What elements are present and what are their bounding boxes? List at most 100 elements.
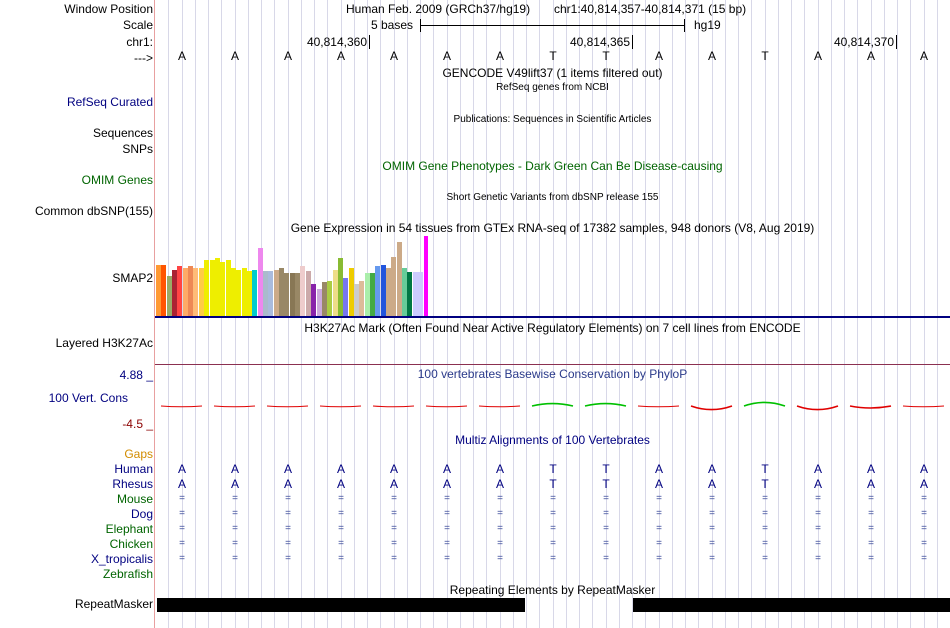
alignment-base: A: [177, 462, 186, 476]
gtex-tissue-bar[interactable]: [402, 268, 407, 316]
gtex-tissue-bar[interactable]: [375, 266, 380, 316]
gtex-tissue-bar[interactable]: [274, 270, 279, 316]
coord-tick-3: [896, 35, 897, 49]
gtex-tissue-bar[interactable]: [397, 242, 402, 316]
gtex-track-title[interactable]: Gene Expression in 54 tissues from GTEx …: [290, 221, 815, 235]
gtex-tissue-bar[interactable]: [172, 270, 177, 316]
alignment-base: =: [868, 538, 874, 549]
gtex-tissue-bar[interactable]: [199, 268, 204, 316]
grid-line: [182, 0, 183, 628]
phylop-track-title[interactable]: 100 vertebrates Basewise Conservation by…: [417, 367, 688, 381]
gtex-tissue-bar[interactable]: [418, 272, 423, 316]
repeat-block-2[interactable]: [633, 598, 950, 612]
species-label-elephant[interactable]: Elephant: [105, 522, 153, 536]
gtex-tissue-bar[interactable]: [161, 265, 166, 316]
species-label-human[interactable]: Human: [114, 462, 153, 476]
gtex-tissue-bar[interactable]: [317, 289, 322, 316]
refseq-track-label[interactable]: RefSeq Curated: [66, 95, 153, 109]
multiz-track-title[interactable]: Multiz Alignments of 100 Vertebrates: [455, 433, 650, 447]
phylop-score-mark: [637, 405, 680, 408]
alignment-base: A: [813, 462, 822, 476]
species-label-x_tropicalis[interactable]: X_tropicalis: [90, 552, 153, 566]
gtex-tissue-bar[interactable]: [391, 257, 396, 316]
gtex-tissue-bar[interactable]: [236, 270, 241, 316]
alignment-base: =: [497, 538, 503, 549]
gtex-tissue-bar[interactable]: [354, 284, 359, 316]
gtex-tissue-bar[interactable]: [210, 260, 215, 316]
omim-track-label[interactable]: OMIM Genes: [81, 173, 153, 187]
gtex-tissue-bar[interactable]: [183, 268, 188, 316]
gtex-gene-label[interactable]: SMAP2: [112, 271, 153, 285]
gtex-tissue-bar[interactable]: [386, 268, 391, 316]
snps-track-label[interactable]: SNPs: [122, 142, 153, 156]
repeat-track-label[interactable]: RepeatMasker: [74, 597, 153, 611]
repeat-track-title[interactable]: Repeating Elements by RepeatMasker: [449, 583, 656, 597]
gaps-track-label[interactable]: Gaps: [124, 447, 153, 461]
gtex-tissue-bar[interactable]: [247, 271, 252, 316]
gtex-tissue-bar[interactable]: [242, 268, 247, 316]
phylop-score-mark: [213, 405, 256, 408]
gtex-tissue-bar[interactable]: [284, 273, 289, 316]
alignment-base: A: [919, 462, 928, 476]
alignment-base: =: [444, 523, 450, 534]
gencode-track-title[interactable]: GENCODE V49lift37 (1 items filtered out): [442, 66, 663, 80]
alignment-base: =: [391, 553, 397, 564]
gtex-tissue-bar[interactable]: [226, 260, 231, 316]
sequences-track-label[interactable]: Sequences: [92, 126, 153, 140]
gtex-tissue-bar[interactable]: [188, 266, 193, 316]
gtex-tissue-bar[interactable]: [290, 273, 295, 316]
grid-line: [592, 0, 593, 628]
dbsnp-track-label[interactable]: Common dbSNP(155): [34, 204, 153, 218]
gtex-tissue-bar[interactable]: [263, 271, 268, 316]
gtex-tissue-bar[interactable]: [295, 273, 300, 316]
coord-label-1: 40,814,360: [306, 35, 367, 49]
gtex-tissue-bar[interactable]: [407, 272, 412, 316]
alignment-base: =: [921, 508, 927, 519]
assembly-text[interactable]: Human Feb. 2009 (GRCh37/hg19): [346, 2, 531, 16]
gtex-tissue-bar[interactable]: [381, 265, 386, 316]
position-text[interactable]: chr1:40,814,357-40,814,371 (15 bp): [554, 2, 747, 16]
gtex-tissue-bar[interactable]: [306, 271, 311, 316]
species-label-mouse[interactable]: Mouse: [116, 492, 153, 506]
h3k27ac-track-title[interactable]: H3K27Ac Mark (Often Found Near Active Re…: [304, 321, 801, 335]
grid-line: [460, 0, 461, 628]
gtex-tissue-bar[interactable]: [167, 276, 172, 316]
gtex-tissue-bar[interactable]: [338, 258, 343, 316]
gtex-tissue-bar[interactable]: [359, 281, 364, 316]
gtex-tissue-bar[interactable]: [268, 271, 273, 316]
species-label-dog[interactable]: Dog: [130, 507, 153, 521]
alignment-base: =: [868, 493, 874, 504]
gtex-tissue-bar[interactable]: [220, 262, 225, 316]
gtex-tissue-bar[interactable]: [413, 272, 418, 316]
gtex-tissue-bar[interactable]: [333, 270, 338, 316]
species-label-zebrafish[interactable]: Zebrafish: [102, 567, 153, 581]
gtex-tissue-bar[interactable]: [343, 278, 348, 316]
cons-track-label[interactable]: 100 Vert. Cons: [48, 391, 128, 405]
gtex-tissue-bar[interactable]: [327, 281, 332, 316]
gtex-tissue-bar[interactable]: [231, 268, 236, 316]
gtex-tissue-bar[interactable]: [252, 270, 257, 316]
species-label-chicken[interactable]: Chicken: [109, 537, 153, 551]
gtex-tissue-bar[interactable]: [279, 268, 284, 316]
gtex-tissue-bar[interactable]: [365, 273, 370, 316]
gtex-tissue-bar[interactable]: [370, 273, 375, 316]
alignment-base: A: [389, 477, 398, 491]
gtex-tissue-bar[interactable]: [177, 266, 182, 316]
gtex-tissue-bar[interactable]: [258, 248, 263, 316]
gtex-tissue-bar[interactable]: [322, 282, 327, 316]
gtex-tissue-bar[interactable]: [300, 266, 305, 316]
species-label-rhesus[interactable]: Rhesus: [112, 477, 153, 491]
refseq-track-subtitle: RefSeq genes from NCBI: [496, 82, 609, 93]
alignment-base: =: [921, 493, 927, 504]
omim-track-title[interactable]: OMIM Gene Phenotypes - Dark Green Can Be…: [382, 159, 723, 173]
h3k27ac-track-label[interactable]: Layered H3K27Ac: [55, 336, 153, 350]
gtex-tissue-bar[interactable]: [204, 260, 209, 316]
gtex-tissue-bar[interactable]: [311, 284, 316, 316]
repeat-block-1[interactable]: [157, 598, 525, 612]
gtex-tissue-bar[interactable]: [193, 268, 198, 316]
gtex-tissue-bar[interactable]: [349, 268, 354, 316]
gtex-tissue-bar[interactable]: [215, 258, 220, 316]
gtex-tissue-bar[interactable]: [156, 265, 161, 316]
strand-label[interactable]: --->: [134, 51, 153, 65]
gtex-tissue-bar[interactable]: [424, 236, 428, 316]
